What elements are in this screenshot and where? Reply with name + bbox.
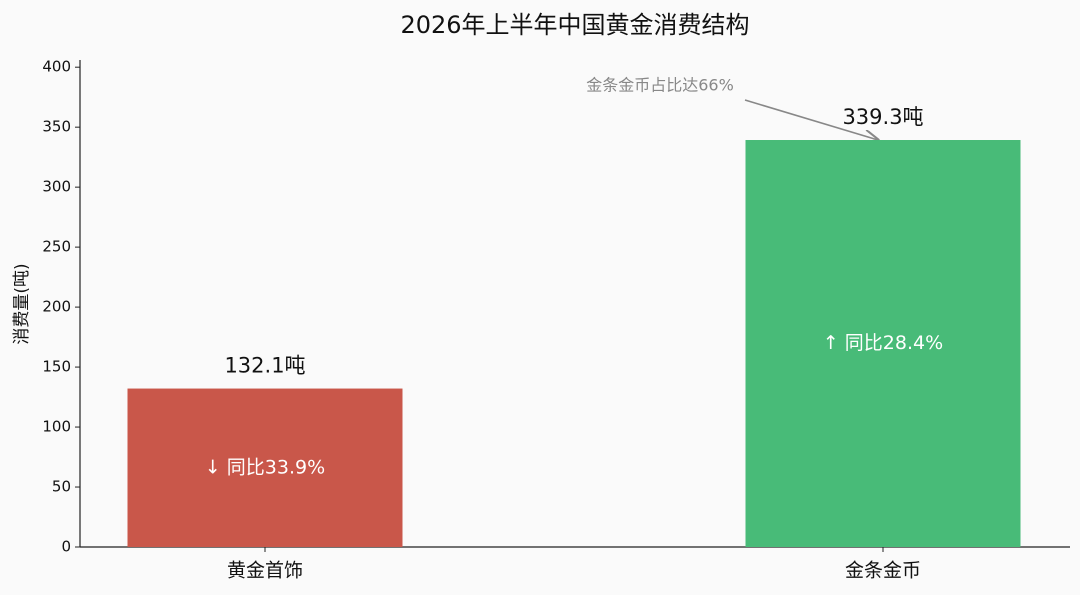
chart-title: 2026年上半年中国黄金消费结构: [400, 11, 749, 39]
bar-note: ↓ 同比33.9%: [205, 456, 325, 478]
y-tick-label: 300: [42, 178, 71, 196]
bar: [127, 388, 403, 547]
value-label: 132.1吨: [224, 354, 305, 378]
y-tick-label: 350: [42, 118, 71, 136]
y-tick-label: 400: [42, 58, 71, 76]
y-tick-label: 150: [42, 358, 71, 376]
value-label: 339.3吨: [842, 105, 923, 129]
y-tick-label: 250: [42, 238, 71, 256]
y-tick-label: 100: [42, 418, 71, 436]
x-tick-label: 黄金首饰: [227, 560, 303, 582]
callout: 金条金币占比达66%: [586, 76, 734, 95]
bar: [745, 140, 1021, 547]
y-tick-label: 50: [52, 478, 71, 496]
x-tick-label: 金条金币: [845, 560, 921, 582]
y-tick-label: 0: [61, 538, 71, 556]
y-tick-label: 200: [42, 298, 71, 316]
bar-note: ↑ 同比28.4%: [823, 332, 943, 354]
y-axis-label: 消费量(吨): [12, 263, 32, 344]
callout-arrow: [744, 99, 878, 140]
